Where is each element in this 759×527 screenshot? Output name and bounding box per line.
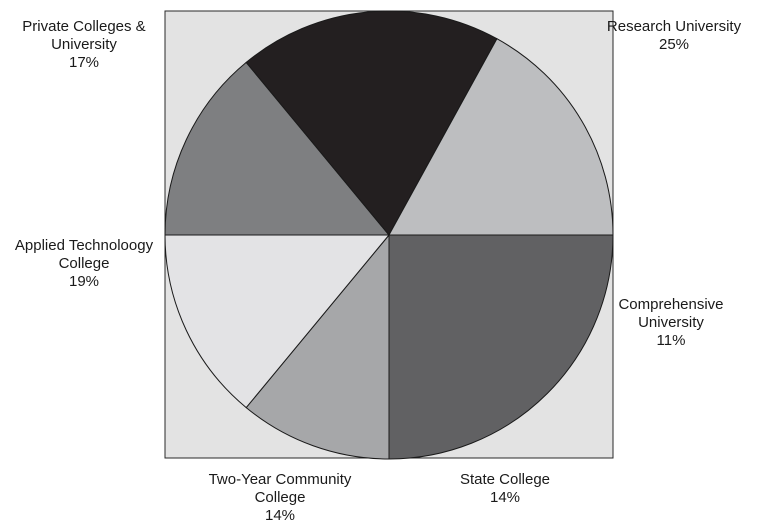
slice-category-label: University [638,314,704,331]
slice-category-label: College [59,255,110,272]
pie-slice [164,61,391,236]
slice-category-label: Comprehensive [618,296,723,313]
slice-labels: Research University25%ComprehensiveUnive… [15,18,742,524]
slice-category-label: State College [460,471,550,488]
slice-value-label: 19% [69,273,99,290]
pie-slices [164,10,614,460]
slice-category-label: University [51,36,117,53]
slice-value-label: 25% [659,36,689,53]
pie-slice [388,234,614,460]
slice-category-label: Two-Year Community [209,471,352,488]
slice-category-label: Private Colleges & [22,18,145,35]
pie-slice [388,38,614,236]
pie-slice [245,233,390,460]
slice-category-label: Applied Technoloogy [15,237,154,254]
pie-slice [164,234,391,409]
pie-slice [245,10,498,236]
slice-value-label: 14% [265,507,295,524]
slice-value-label: 14% [490,489,520,506]
slice-category-label: College [255,489,306,506]
slice-value-label: 17% [69,54,99,71]
slice-category-label: Research University [607,18,742,35]
slice-value-label: 11% [657,332,686,349]
